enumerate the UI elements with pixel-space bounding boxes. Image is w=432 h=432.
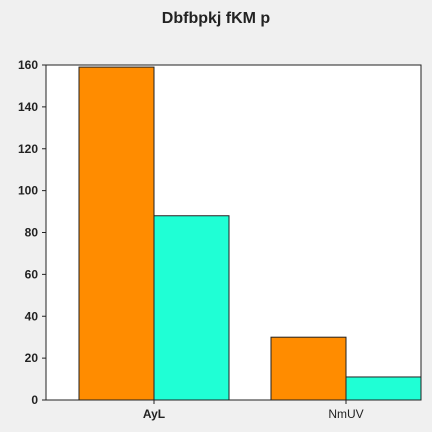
y-tick-label: 100: [18, 184, 38, 198]
y-tick-label: 40: [25, 309, 39, 323]
plot-frame: [45, 64, 422, 401]
bar-NmUV-series-1: [270, 336, 347, 401]
y-tick-label: 140: [18, 100, 38, 114]
chart-title: Dbfbpkj fKM p: [161, 10, 271, 27]
y-tick-label: 60: [25, 267, 39, 281]
bar-AyL-series-2: [153, 215, 230, 401]
bar-NmUV-series-2: [345, 376, 422, 401]
x-tick-label: NmUV: [328, 407, 363, 421]
y-tick-label: 0: [31, 393, 38, 407]
y-tick-label: 20: [25, 351, 39, 365]
y-tick-label: 80: [25, 226, 39, 240]
x-tick-label: AyL: [143, 407, 165, 421]
bar-AyL-series-1: [78, 66, 155, 401]
y-tick-label: 120: [18, 142, 38, 156]
y-tick-label: 160: [18, 58, 38, 72]
